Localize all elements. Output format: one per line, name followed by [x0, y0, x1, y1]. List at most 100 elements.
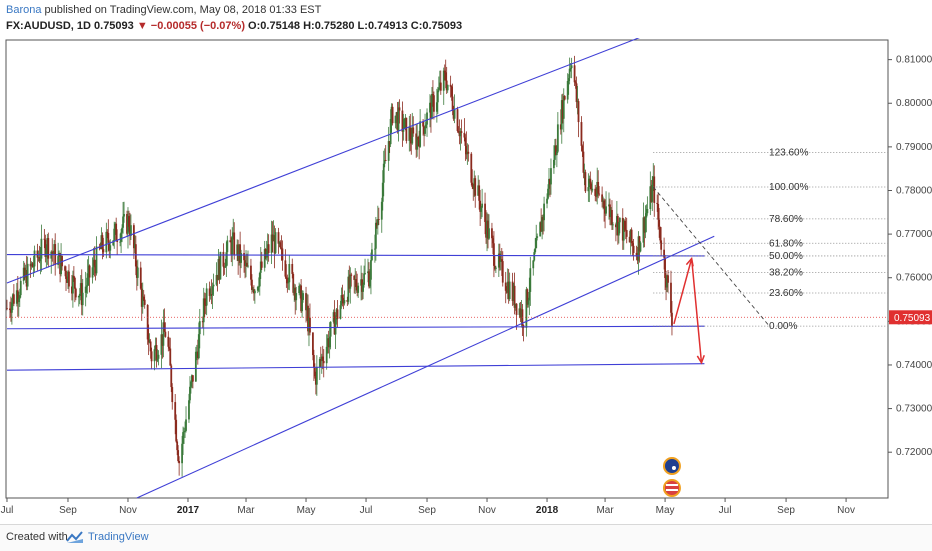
candle-body — [546, 198, 548, 204]
candle — [246, 253, 248, 268]
au-flag-icon[interactable] — [662, 457, 681, 475]
symbol-line: FX:AUDUSD, 1D 0.75093 ▼ −0.00055 (−0.07%… — [6, 20, 462, 32]
price-axis[interactable]: 0.81000 0.80000 0.79000 0.78000 0.77000 0.760… — [888, 55, 932, 459]
trendline[interactable] — [6, 254, 705, 257]
candle — [171, 383, 174, 410]
candle — [660, 227, 663, 256]
candle-body — [217, 259, 220, 281]
candle-body — [280, 247, 283, 249]
candle-body — [225, 252, 228, 267]
trendline[interactable] — [6, 38, 644, 284]
candle-body — [273, 235, 276, 254]
candle-body — [23, 267, 26, 278]
candle — [140, 282, 143, 321]
us-flag-icon[interactable] — [662, 479, 681, 497]
candle-body — [349, 274, 352, 289]
candle — [133, 234, 136, 254]
candle — [350, 272, 353, 287]
candle-body — [497, 253, 500, 268]
candle — [31, 261, 34, 268]
candle-body — [559, 124, 562, 130]
candle-body — [78, 293, 81, 296]
candle — [194, 346, 197, 382]
candle-body — [402, 128, 405, 132]
candle — [212, 273, 215, 297]
candle-body — [271, 234, 274, 242]
candle-body — [10, 310, 12, 313]
candle-body — [51, 251, 54, 253]
candle-body — [86, 273, 89, 286]
projection-path[interactable] — [673, 258, 703, 363]
candle — [252, 286, 254, 293]
candle-body — [580, 122, 583, 146]
candle-body — [350, 274, 353, 276]
projection-arrows[interactable] — [673, 256, 705, 365]
candle-body — [299, 285, 302, 287]
candle-body — [77, 295, 80, 298]
candle — [480, 206, 483, 219]
candle — [541, 214, 544, 240]
candle — [389, 109, 392, 148]
candle — [667, 270, 669, 293]
candle — [292, 272, 295, 296]
candle-body — [101, 235, 104, 250]
candle — [237, 239, 240, 275]
candle-body — [231, 236, 234, 255]
candle-body — [423, 126, 425, 134]
candle-body — [258, 272, 261, 287]
candle-body — [312, 332, 314, 356]
candle — [319, 346, 322, 368]
tradingview-link[interactable]: TradingView — [88, 531, 149, 543]
candle-body — [38, 257, 41, 262]
candle-body — [410, 139, 413, 144]
candle — [86, 259, 89, 294]
candle-body — [348, 276, 351, 289]
price-chart[interactable]: 123.60% 100.00% 78.60% 61.80% 50.00% 38.20% 23… — [0, 38, 932, 522]
candle — [195, 344, 198, 361]
candle — [596, 167, 599, 205]
time-axis[interactable]: Jul Sep Nov 2017 Mar May Jul Sep Nov 2018 Mar May Ju… — [1, 498, 855, 516]
candle-body — [602, 200, 605, 202]
candle-body — [608, 204, 610, 207]
candle-body — [72, 275, 75, 278]
candle-body — [92, 259, 95, 268]
candle — [46, 234, 49, 265]
candle-body — [670, 282, 672, 313]
candle — [287, 277, 290, 290]
candle-body — [309, 317, 311, 333]
trendline[interactable] — [136, 235, 715, 499]
candle-body — [514, 303, 517, 308]
candle — [176, 439, 179, 456]
last-price: 0.75093 — [94, 20, 134, 32]
candle-body — [603, 200, 605, 209]
candle — [507, 269, 510, 304]
candle — [105, 222, 108, 259]
candle — [16, 275, 19, 317]
candle-body — [301, 299, 303, 312]
candle-body — [342, 298, 345, 304]
candle — [91, 257, 94, 284]
author-name[interactable]: Barona — [6, 4, 42, 16]
candle-body — [488, 228, 490, 239]
candle-body — [80, 283, 83, 306]
candle — [416, 123, 419, 157]
trendline[interactable] — [6, 363, 705, 371]
candle-body — [105, 231, 108, 253]
candle-body — [293, 287, 296, 293]
candle — [18, 288, 21, 307]
candle-body — [66, 278, 68, 283]
candle — [84, 271, 87, 307]
candle — [68, 264, 70, 293]
trendline[interactable] — [6, 325, 705, 330]
candle — [71, 270, 74, 308]
candle — [504, 271, 507, 304]
candle-body — [226, 240, 229, 253]
candle-body — [381, 182, 384, 202]
candle-body — [253, 290, 256, 294]
tradingview-logo-icon[interactable] — [66, 530, 84, 544]
event-badges[interactable] — [662, 457, 681, 497]
candle — [218, 256, 221, 284]
candle-body — [460, 131, 463, 133]
candle-body — [178, 460, 181, 464]
fib-retracement[interactable]: 123.60% 100.00% 78.60% 61.80% 50.00% 38.20% 23… — [652, 148, 888, 333]
